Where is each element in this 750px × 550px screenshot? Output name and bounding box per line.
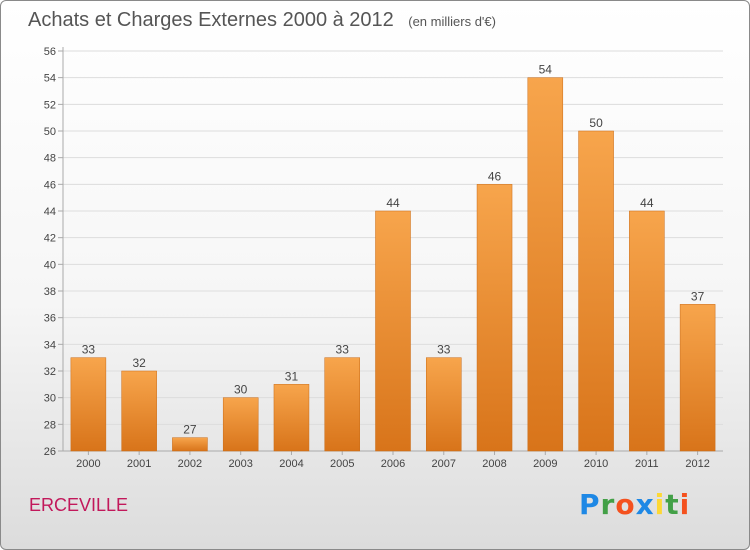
y-tick-label: 52 — [44, 99, 56, 111]
x-tick-label: 2002 — [178, 458, 202, 470]
y-tick-label: 54 — [44, 73, 56, 85]
x-tick-label: 2005 — [330, 458, 354, 470]
chart-title: Achats et Charges Externes 2000 à 2012 — [28, 9, 394, 31]
proxiti-logo[interactable]: Proxiti — [579, 488, 690, 521]
y-tick-label: 56 — [44, 46, 56, 58]
x-tick-label: 2003 — [228, 458, 252, 470]
x-tick-label: 2010 — [584, 458, 608, 470]
y-tick-label: 40 — [44, 259, 56, 271]
x-tick-label: 2001 — [127, 458, 151, 470]
bar-2005 — [324, 357, 360, 452]
logo-letter: o — [615, 488, 636, 521]
bar-2003 — [222, 397, 259, 452]
bar-2009 — [527, 77, 564, 452]
bar-value-label: 37 — [691, 289, 705, 303]
bar-value-label: 31 — [285, 369, 299, 383]
x-tick-label: 2009 — [533, 458, 557, 470]
x-tick-label: 2004 — [279, 458, 303, 470]
bar-2002 — [172, 437, 208, 452]
logo-letter: P — [579, 488, 601, 521]
bar-2004 — [273, 384, 310, 452]
chart-header: Achats et Charges Externes 2000 à 2012 (… — [28, 9, 496, 32]
bar-value-label: 44 — [640, 196, 654, 210]
bar-value-label: 46 — [488, 169, 502, 183]
y-tick-label: 50 — [44, 126, 56, 138]
bar-2001 — [121, 370, 157, 452]
bar-value-label: 30 — [234, 383, 248, 397]
x-tick-label: 2007 — [432, 458, 456, 470]
bar-2010 — [578, 130, 614, 452]
bar-value-label: 33 — [437, 343, 451, 357]
chart-subtitle: (en milliers d'€) — [408, 14, 496, 29]
y-tick-label: 26 — [44, 446, 56, 458]
y-tick-label: 48 — [44, 153, 56, 165]
bar-value-label: 33 — [336, 343, 350, 357]
bars — [70, 77, 716, 452]
bar-value-label: 33 — [82, 343, 96, 357]
bar-2007 — [426, 357, 462, 452]
logo-letter: i — [679, 488, 691, 521]
y-tick-label: 28 — [44, 419, 56, 431]
bar-value-label: 54 — [539, 63, 553, 77]
y-tick-label: 30 — [44, 393, 56, 405]
bar-2008 — [476, 184, 513, 452]
logo-letter: x — [635, 488, 655, 521]
x-tick-label: 2006 — [381, 458, 405, 470]
y-tick-label: 38 — [44, 286, 56, 298]
y-tick-label: 32 — [44, 366, 56, 378]
x-tick-label: 2000 — [76, 458, 100, 470]
logo-letter: i — [654, 488, 666, 521]
labels: 26 28 30 32 34 36 38 40 42 44 46 48 50 52 54 56 33 2000 32… — [44, 46, 710, 470]
logo-letter: r — [600, 488, 616, 521]
bar-2000 — [70, 357, 107, 452]
bar-2012 — [679, 304, 716, 452]
bar-value-label: 44 — [386, 196, 400, 210]
bar-value-label: 27 — [183, 423, 197, 437]
x-tick-label: 2008 — [482, 458, 506, 470]
logo-letter: t — [665, 488, 680, 521]
bar-2011 — [629, 210, 665, 452]
bar-value-label: 50 — [589, 116, 603, 130]
x-tick-label: 2011 — [635, 458, 659, 470]
bar-2006 — [375, 210, 411, 452]
y-tick-label: 36 — [44, 313, 56, 325]
y-tick-label: 44 — [44, 206, 56, 218]
city-name: ERCEVILLE — [29, 495, 129, 515]
y-tick-label: 46 — [44, 179, 56, 191]
y-tick-label: 42 — [44, 233, 56, 245]
y-tick-label: 34 — [44, 339, 56, 351]
bar-value-label: 32 — [132, 356, 146, 370]
x-tick-label: 2012 — [685, 458, 709, 470]
